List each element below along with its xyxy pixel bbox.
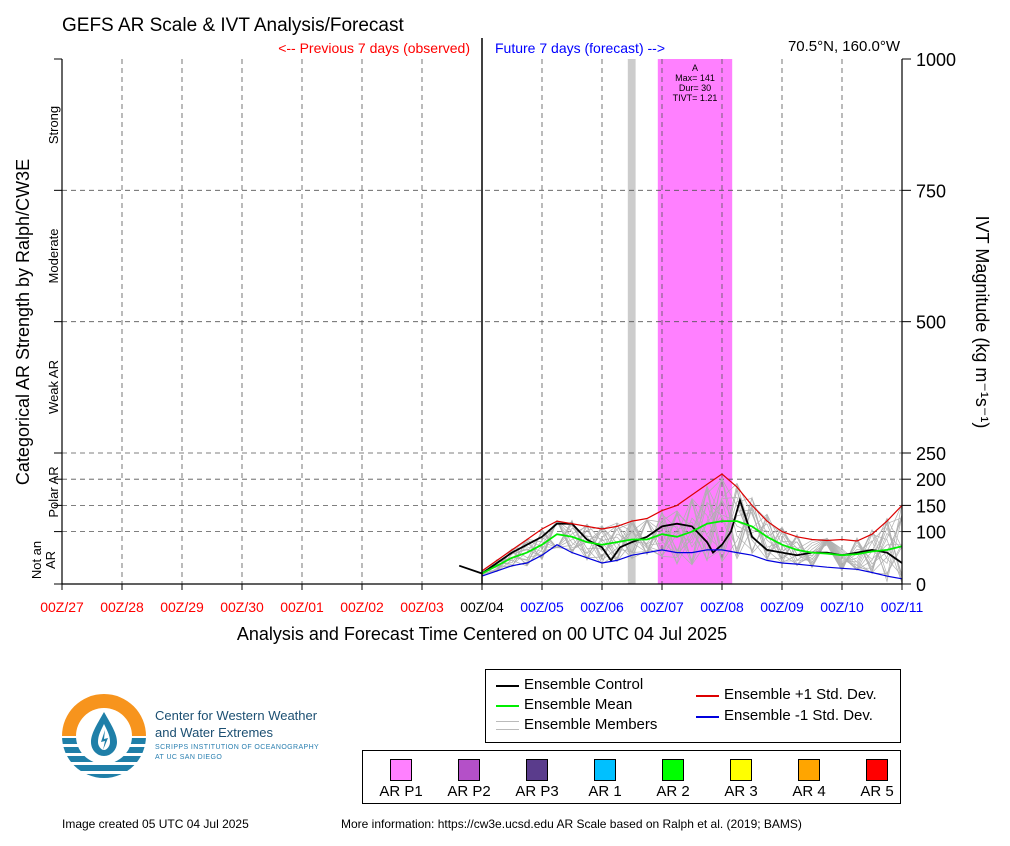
- logo-line-1: Center for Western Weather: [155, 708, 318, 723]
- legend-label-minus-std: Ensemble -1 Std. Dev.: [724, 707, 873, 724]
- ar-scale-legend: AR P1 AR P2 AR P3 AR 1 AR 2 AR 3 AR 4 AR 5: [362, 750, 901, 804]
- category-label: Weak AR: [46, 360, 61, 414]
- x-tick-label: 00Z/11: [881, 599, 924, 615]
- y-tick-label: 200: [916, 470, 946, 490]
- ar-scale-swatch-ar-1: [594, 759, 616, 781]
- x-tick-label: 00Z/05: [520, 599, 564, 615]
- y-tick-label: 250: [916, 444, 946, 464]
- x-tick-label: 00Z/29: [160, 599, 204, 615]
- ar-scale-label: AR 5: [860, 783, 894, 800]
- y-tick-label: 0: [916, 575, 926, 595]
- legend-label-mean: Ensemble Mean: [524, 696, 633, 713]
- ar-event-label: Max= 141: [675, 73, 715, 83]
- ar-scale-swatch-ar-2: [662, 759, 684, 781]
- category-label: Polar AR: [46, 466, 61, 517]
- logo-line-3: SCRIPPS INSTITUTION OF OCEANOGRAPHY: [155, 744, 320, 751]
- category-label: Moderate: [46, 229, 61, 284]
- legend-line-plus-std: [696, 695, 719, 697]
- ar-scale-swatch-ar-3: [730, 759, 752, 781]
- ar-event-label: A: [692, 63, 698, 73]
- x-tick-label: 00Z/03: [400, 599, 444, 615]
- y-tick-label: 750: [916, 181, 946, 201]
- x-tick-label: 00Z/06: [580, 599, 624, 615]
- chart-title: GEFS AR Scale & IVT Analysis/Forecast: [62, 15, 404, 36]
- series-line-ensemble-1-std-dev-: [481, 473, 903, 572]
- series-legend: Ensemble Control Ensemble Mean Ensemble …: [485, 669, 901, 743]
- category-label: Not an: [29, 541, 44, 579]
- ivt-chart: GEFS AR Scale & IVT Analysis/Forecast <-…: [13, 15, 992, 644]
- x-tick-label: 00Z/10: [820, 599, 864, 615]
- ar-scale-swatch-ar-5: [866, 759, 888, 781]
- ar-scale-label: AR P3: [515, 783, 559, 800]
- x-tick-label: 00Z/02: [340, 599, 384, 615]
- series-line-ensemble-mean: [481, 520, 903, 575]
- ar-scale-swatch-ar-p2: [458, 759, 480, 781]
- legend-label-control: Ensemble Control: [524, 676, 644, 693]
- x-tick-label: 00Z/27: [40, 599, 84, 615]
- legend-line-control: [496, 685, 519, 687]
- ar-event-label: TIVT= 1.21: [673, 93, 718, 103]
- legend-line-mean: [496, 705, 519, 707]
- x-axis-label: Analysis and Forecast Time Centered on 0…: [237, 624, 727, 644]
- y-tick-label: 500: [916, 313, 946, 333]
- y-tick-label: 100: [916, 523, 946, 543]
- location-label: 70.5°N, 160.0°W: [788, 38, 901, 55]
- ar-scale-label: AR 4: [792, 783, 826, 800]
- observed-label: <-- Previous 7 days (observed): [278, 40, 470, 56]
- ensemble-member-line: [481, 514, 903, 584]
- forecast-label: Future 7 days (forecast) -->: [495, 40, 665, 56]
- x-tick-label: 00Z/08: [700, 599, 744, 615]
- ar-scale-label: AR 1: [588, 783, 622, 800]
- ar-scale-swatch-ar-p3: [526, 759, 548, 781]
- x-tick-label: 00Z/28: [100, 599, 144, 615]
- ar-event-label: Dur= 30: [679, 83, 711, 93]
- logo-line-4: AT UC SAN DIEGO: [155, 754, 223, 761]
- legend-line-minus-std: [696, 716, 719, 718]
- cw3e-logo-icon: [62, 694, 146, 778]
- ar-scale-label: AR P1: [379, 783, 423, 800]
- series-line-ensemble-1-std-dev-: [481, 543, 903, 580]
- ar-scale-label: AR P2: [447, 783, 491, 800]
- x-tick-label: 00Z/01: [280, 599, 324, 615]
- legend-label-members: Ensemble Members: [524, 716, 658, 733]
- ar-scale-label: AR 2: [656, 783, 690, 800]
- y-tick-label: 150: [916, 496, 946, 516]
- legend-label-plus-std: Ensemble +1 Std. Dev.: [724, 686, 877, 703]
- footer-created: Image created 05 UTC 04 Jul 2025: [62, 817, 249, 831]
- ar-scale-label: AR 3: [724, 783, 758, 800]
- x-tick-label: 00Z/09: [760, 599, 804, 615]
- ar-scale-swatch-ar-4: [798, 759, 820, 781]
- y-axis-label-right: IVT Magnitude (kg m⁻¹s⁻¹): [972, 216, 992, 429]
- logo-line-2: and Water Extremes: [155, 725, 274, 740]
- legend-line-members: [496, 721, 519, 730]
- category-label: AR: [43, 551, 58, 569]
- x-tick-label: 00Z/30: [220, 599, 264, 615]
- x-tick-label: 00Z/04: [460, 599, 504, 615]
- y-axis-label-left: Categorical AR Strength by Ralph/CW3E: [13, 159, 33, 485]
- ar-scale-swatch-ar-p1: [390, 759, 412, 781]
- x-tick-label: 00Z/07: [640, 599, 684, 615]
- category-label: Strong: [46, 106, 61, 144]
- cw3e-logo: Center for Western Weather and Water Ext…: [60, 692, 360, 782]
- y-tick-label: 1000: [916, 50, 956, 70]
- ensemble-member-line: [481, 485, 903, 574]
- footer-more-info: More information: https://cw3e.ucsd.edu …: [341, 817, 802, 831]
